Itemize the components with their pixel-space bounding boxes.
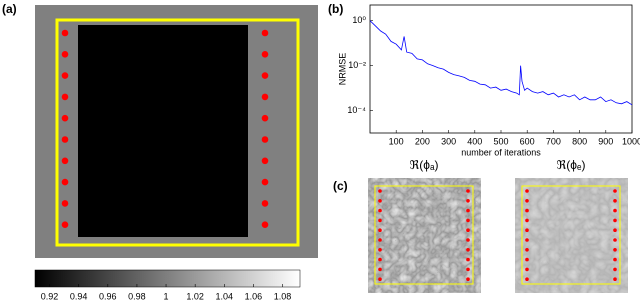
colorbar-tick-label: 0.98 — [128, 291, 146, 301]
transducer — [525, 257, 529, 262]
x-axis-label: number of iterations — [461, 147, 541, 157]
colorbar-tick-label: 1.06 — [245, 291, 263, 301]
boundary — [374, 185, 474, 285]
x-tick-label: 900 — [598, 136, 613, 146]
colorbar-tick-label: 0.94 — [70, 291, 88, 301]
transducer — [613, 248, 617, 252]
transducer — [61, 72, 69, 79]
transducer — [613, 199, 617, 203]
x-tick-label: 200 — [415, 136, 430, 146]
transducer — [61, 200, 69, 207]
panel-label: (c) — [333, 179, 348, 193]
field-image — [515, 178, 628, 293]
transducer — [378, 267, 382, 272]
field-image — [368, 178, 481, 293]
transducer — [466, 218, 470, 223]
transducer — [525, 199, 529, 203]
transducer — [613, 238, 617, 242]
colorbar-tick-label: 1.08 — [274, 291, 292, 301]
transducer — [261, 72, 269, 79]
transducer — [61, 51, 69, 58]
transducer — [378, 238, 382, 242]
transducer — [525, 189, 529, 193]
transducer — [613, 218, 617, 223]
transducer — [613, 189, 617, 193]
x-tick-label: 700 — [546, 136, 561, 146]
transducer — [378, 248, 382, 252]
transducer — [261, 93, 269, 101]
boundary — [521, 185, 621, 285]
x-tick-label: 300 — [441, 136, 456, 146]
transducer — [261, 221, 269, 228]
transducer — [525, 238, 529, 242]
transducer — [61, 178, 69, 186]
transducer — [61, 157, 69, 165]
transducer — [261, 114, 269, 122]
transducer — [378, 228, 382, 232]
transducer — [466, 267, 470, 272]
line-series — [369, 20, 633, 106]
y-axis-label: NRMSE — [337, 53, 347, 86]
transducer — [525, 248, 529, 252]
x-tick-label: 100 — [389, 136, 404, 146]
panel-label: (b) — [328, 2, 343, 16]
transducer — [466, 199, 470, 203]
x-tick-label: 1000 — [622, 136, 640, 146]
colorbar-tick-label: 1 — [164, 291, 169, 301]
colorbar-tick-label: 0.96 — [99, 291, 117, 301]
transducer — [61, 136, 69, 143]
transducer — [466, 248, 470, 252]
transducer — [261, 200, 269, 207]
transducer — [525, 267, 529, 272]
image-title: ℜ(ϕₑ) — [557, 158, 586, 172]
transducer — [261, 29, 269, 37]
field-image — [78, 25, 248, 237]
transducer — [466, 189, 470, 193]
transducer — [261, 136, 269, 143]
y-tick-label: 10⁻⁴ — [347, 105, 366, 115]
transducer — [466, 257, 470, 262]
transducer — [613, 267, 617, 272]
transducer — [613, 208, 617, 213]
transducer — [525, 208, 529, 213]
y-tick-label: 10⁰ — [352, 15, 366, 25]
x-tick-label: 600 — [520, 136, 535, 146]
transducer — [525, 228, 529, 232]
transducer — [466, 208, 470, 213]
transducer — [378, 257, 382, 262]
boundary — [55, 18, 300, 247]
colorbar-tick-label: 1.02 — [186, 291, 204, 301]
x-tick-label: 800 — [572, 136, 587, 146]
transducer — [261, 51, 269, 58]
transducer — [466, 238, 470, 242]
transducer — [525, 218, 529, 223]
transducer — [61, 114, 69, 122]
colorbar-tick-label: 0.92 — [41, 291, 59, 301]
colorbar — [34, 269, 301, 288]
transducer — [378, 208, 382, 213]
transducer — [613, 257, 617, 262]
colorbar-tick-label: 1.04 — [216, 291, 234, 301]
transducer — [466, 277, 470, 282]
y-tick-label: 10⁻² — [348, 60, 366, 70]
x-tick-label: 500 — [493, 136, 508, 146]
transducer — [378, 199, 382, 203]
transducer — [261, 157, 269, 165]
panel-label: (a) — [2, 2, 17, 16]
transducer — [466, 228, 470, 232]
transducer — [61, 221, 69, 228]
transducer — [261, 178, 269, 186]
transducer — [61, 93, 69, 101]
transducer — [378, 277, 382, 282]
plot-area — [369, 4, 633, 134]
x-tick-label: 400 — [467, 136, 482, 146]
transducer — [613, 228, 617, 232]
image-title: ℜ(ϕₐ) — [410, 158, 439, 172]
transducer — [61, 29, 69, 37]
transducer — [378, 189, 382, 193]
transducer — [378, 218, 382, 223]
transducer — [613, 277, 617, 282]
transducer — [525, 277, 529, 282]
